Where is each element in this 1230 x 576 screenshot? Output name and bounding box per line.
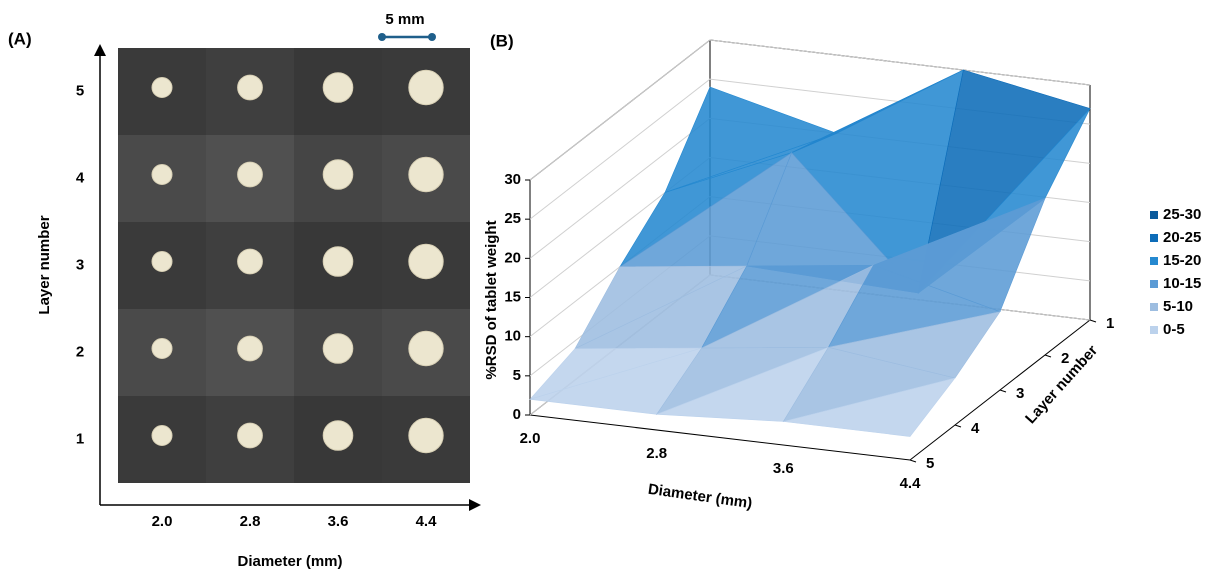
tablet-photo — [151, 425, 173, 446]
z-tick-label: 0 — [513, 406, 521, 423]
tablet-photo — [151, 164, 173, 185]
x-tick-label: 2.0 — [520, 430, 541, 447]
z-tick-label: 20 — [504, 249, 521, 266]
tablet-photo — [408, 330, 444, 367]
legend-label: 0-5 — [1163, 321, 1185, 338]
z-axis-label: %RSD of tablet weight — [483, 220, 500, 379]
x-tick-label: 4.4 — [416, 513, 438, 530]
x-axis-label: Diameter (mm) — [647, 481, 753, 512]
y-tick — [1044, 354, 1052, 358]
y-tick-label: 2 — [1061, 350, 1069, 367]
y-tick-label: 1 — [1106, 315, 1114, 332]
y-tick — [954, 424, 962, 428]
z-tick-label: 15 — [504, 288, 521, 305]
tablet-photo — [408, 156, 444, 193]
z-tick-label: 10 — [504, 328, 521, 345]
y-tick-label: 1 — [76, 430, 84, 447]
legend-label: 10-15 — [1163, 275, 1201, 292]
tablet-photo — [322, 72, 354, 103]
tablet-photo — [151, 338, 173, 359]
legend-swatch — [1150, 303, 1158, 311]
tablet-photo — [237, 422, 263, 449]
legend-swatch — [1150, 234, 1158, 242]
tablet-photo — [322, 159, 354, 190]
tablet-photo — [151, 251, 173, 272]
x-tick-label: 3.6 — [773, 460, 794, 477]
y-tick-label: 4 — [76, 169, 85, 186]
legend-label: 5-10 — [1163, 298, 1193, 315]
y-tick-label: 3 — [76, 256, 84, 273]
legend-label: 15-20 — [1163, 252, 1201, 269]
z-tick-label: 25 — [504, 210, 521, 227]
tablet-photo — [408, 69, 444, 106]
scale-bar-end — [428, 33, 436, 41]
legend-swatch — [1150, 280, 1158, 288]
x-tick-label: 2.8 — [646, 445, 667, 462]
legend-swatch — [1150, 211, 1158, 219]
scale-bar-label: 5 mm — [385, 11, 424, 28]
x-axis-label: Diameter (mm) — [237, 553, 342, 570]
legend-label: 25-30 — [1163, 206, 1201, 223]
tablet-photo — [322, 333, 354, 364]
tablet-photo — [408, 417, 444, 454]
tablet-photo — [151, 77, 173, 98]
z-tick-label: 5 — [513, 367, 521, 384]
tablet-photo — [408, 243, 444, 280]
z-tick-label: 30 — [504, 171, 521, 188]
legend-swatch — [1150, 326, 1158, 334]
x-tick-label: 4.4 — [900, 475, 922, 492]
tablet-photo — [237, 161, 263, 188]
x-tick-label: 2.8 — [240, 513, 261, 530]
y-tick-label: 3 — [1016, 385, 1024, 402]
y-tick — [909, 459, 917, 463]
panel-label: (B) — [490, 31, 514, 50]
y-tick-label: 5 — [926, 455, 934, 472]
scale-bar-end — [378, 33, 386, 41]
x-tick-label: 2.0 — [152, 513, 173, 530]
y-tick-label: 5 — [76, 82, 84, 99]
y-tick — [999, 389, 1007, 393]
y-tick-label: 4 — [971, 420, 980, 437]
tablet-photo — [237, 74, 263, 101]
tablet-photo — [237, 335, 263, 362]
tablet-photo — [322, 246, 354, 277]
y-axis-label: Layer number — [36, 215, 53, 314]
x-tick-label: 3.6 — [328, 513, 349, 530]
legend-label: 20-25 — [1163, 229, 1201, 246]
y-tick-label: 2 — [76, 343, 84, 360]
y-tick — [1089, 319, 1097, 323]
surface-face — [783, 377, 956, 437]
legend-swatch — [1150, 257, 1158, 265]
tablet-photo — [237, 248, 263, 275]
panel-label: (A) — [8, 29, 32, 48]
box-edge — [529, 414, 911, 461]
tablet-photo — [322, 420, 354, 451]
